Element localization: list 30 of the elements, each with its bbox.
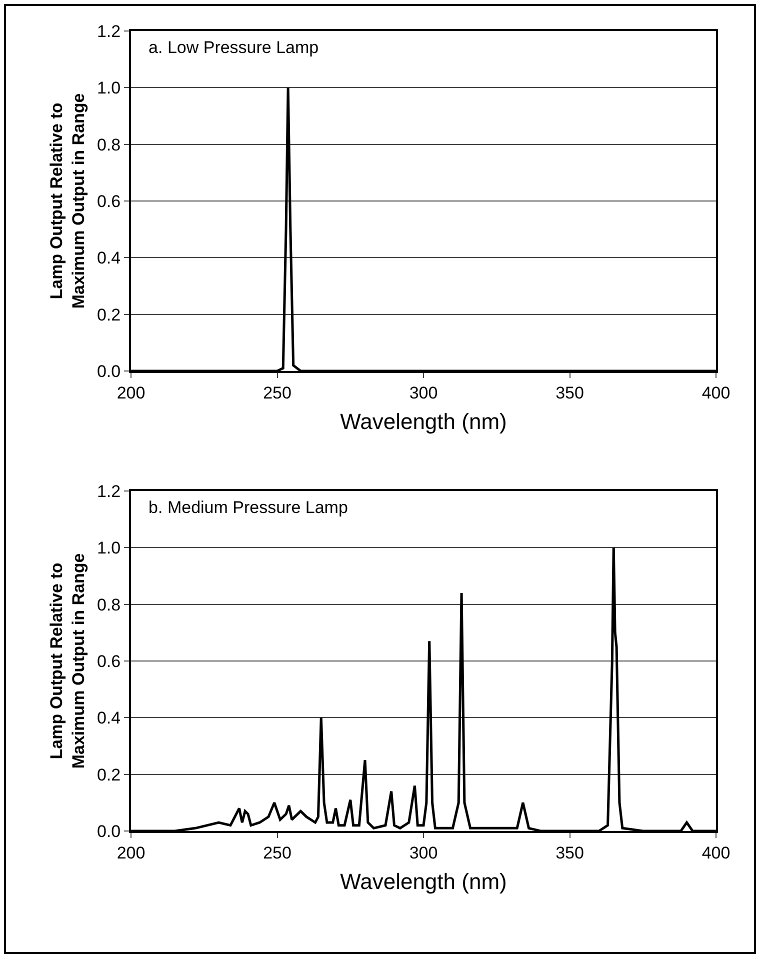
y-tick-label: 1.2: [96, 22, 121, 41]
x-tick-label: 200: [116, 383, 146, 402]
x-axis-title: Wavelength (nm): [340, 868, 507, 894]
y-tick-label: 0.4: [96, 708, 121, 728]
y-tick-label: 0.0: [96, 822, 121, 841]
y-axis-title: Lamp Output Relative to Maximum Output in Range: [46, 93, 88, 309]
y-tick-label: 1.2: [96, 482, 121, 501]
x-tick-label: 250: [263, 383, 292, 402]
x-tick-label: 350: [556, 843, 584, 862]
y-tick-label: 0.8: [96, 595, 121, 614]
y-tick-label: 0.6: [96, 652, 121, 671]
y-tick-label: 0.2: [96, 765, 121, 784]
chart-title: b. Medium Pressure Lamp: [148, 498, 348, 518]
x-tick-label: 300: [409, 843, 438, 862]
y-tick-label: 0.8: [96, 135, 121, 154]
y-tick-label: 1.0: [96, 538, 121, 558]
y-tick-label: 0.6: [96, 192, 121, 211]
chart-title: a. Low Pressure Lamp: [148, 38, 319, 58]
x-tick-label: 400: [702, 843, 730, 862]
x-axis-title: Wavelength (nm): [340, 408, 507, 434]
x-tick-label: 400: [702, 383, 730, 402]
x-tick-label: 200: [116, 843, 146, 862]
x-tick-label: 250: [263, 843, 292, 862]
x-tick-label: 300: [409, 383, 438, 402]
x-tick-label: 350: [556, 383, 584, 402]
y-tick-label: 0.4: [96, 248, 121, 268]
y-axis-title: Lamp Output Relative to Maximum Output in Range: [46, 553, 88, 769]
y-tick-label: 0.0: [96, 362, 121, 381]
y-tick-label: 0.2: [96, 305, 121, 324]
y-tick-label: 1.0: [96, 78, 121, 98]
